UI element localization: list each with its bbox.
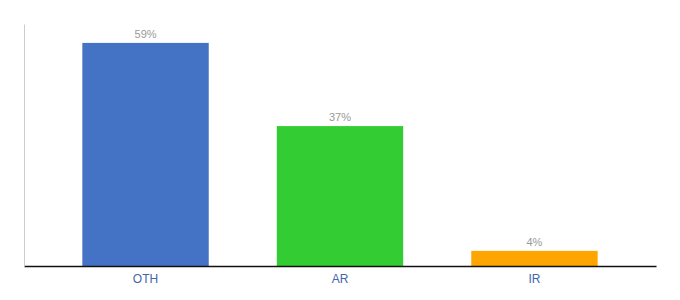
chart: OTH AR IR 59% 37% 4% [0,0,680,300]
y-axis-line [24,25,25,267]
x-tick-label: AR [332,272,349,286]
plot: OTH AR IR 59% 37% 4% [25,25,657,286]
bar [82,43,208,266]
x-tick-label: OTH [133,272,158,286]
data-labels: 59% 37% 4% [135,28,543,248]
x-axis: OTH AR IR [25,267,657,286]
data-label: 59% [135,28,157,40]
bar [471,251,597,266]
data-label: 4% [527,236,543,248]
x-axis-line [25,266,657,268]
x-tick: AR [332,272,349,286]
x-tick: OTH [133,272,158,286]
bars [82,43,597,266]
x-tick: IR [528,272,540,286]
bar [277,126,403,266]
data-label: 37% [329,111,351,123]
y-axis [24,25,25,267]
x-tick-label: IR [528,272,540,286]
